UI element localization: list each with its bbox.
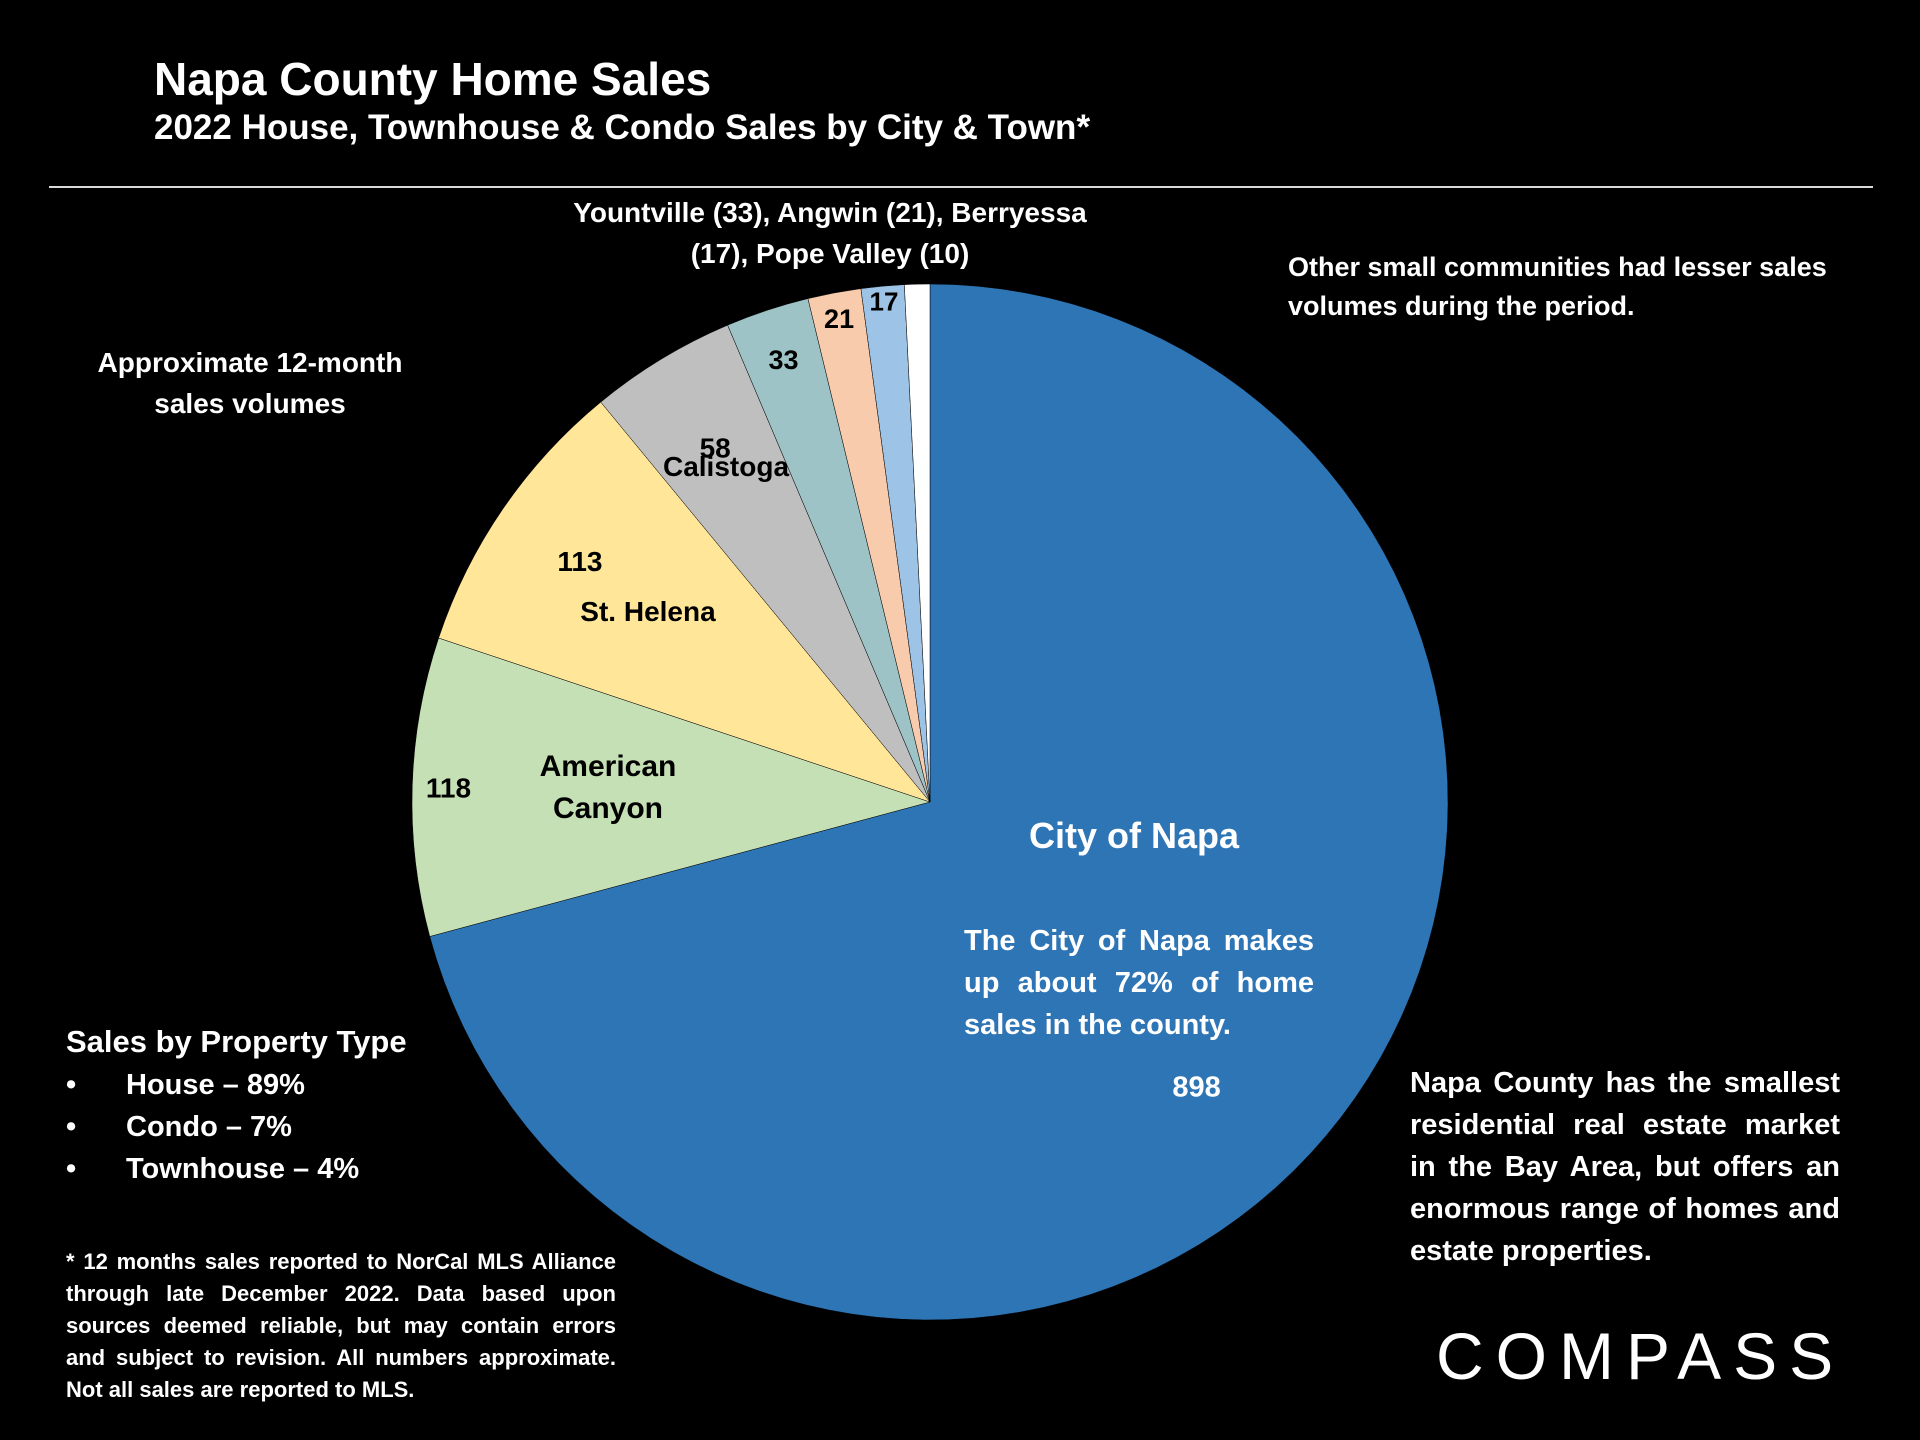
slice-value-label: 898	[1172, 1071, 1220, 1103]
slice-name-label: St. Helena	[580, 596, 716, 627]
page-title: Napa County Home Sales	[154, 53, 712, 105]
other-communities-note: Other small communities had lesser sales…	[1288, 252, 1827, 321]
city-of-napa-description: The City of Napa makes up about 72% of h…	[964, 925, 1314, 1041]
compass-logo: COMPASS	[1436, 1319, 1846, 1393]
slice-value-label: 21	[824, 304, 854, 334]
slice-value-label: 17	[870, 287, 899, 317]
property-type-item: • Condo – 7%	[66, 1106, 407, 1148]
bullet-icon: •	[66, 1111, 77, 1143]
property-type-item: • House – 89%	[66, 1064, 407, 1106]
pie-slice	[438, 401, 931, 803]
property-type-block: Sales by Property Type • House – 89% • Con…	[66, 1020, 407, 1190]
slice-value-label: 33	[768, 345, 798, 375]
sales-volume-note: Approximate 12-month sales volumes	[97, 347, 403, 419]
property-type-label: Townhouse – 4%	[126, 1153, 360, 1185]
title-divider	[49, 186, 1873, 188]
slice-value-label: 118	[426, 772, 471, 803]
property-type-heading: Sales by Property Type	[66, 1024, 407, 1059]
page-subtitle: 2022 House, Townhouse & Condo Sales by C…	[154, 108, 1091, 147]
pie-slice	[904, 283, 931, 803]
bullet-icon: •	[66, 1153, 77, 1185]
slice-value-label: 113	[557, 546, 602, 577]
property-type-label: House – 89%	[126, 1069, 305, 1101]
pie-slice	[429, 283, 1449, 1321]
slice-name-label: Calistoga	[663, 451, 789, 482]
bullet-icon: •	[66, 1069, 77, 1101]
small-towns-note: Yountville (33), Angwin (21), Berryessa …	[573, 197, 1087, 269]
county-market-note: Napa County has the smallest residential…	[1410, 1067, 1840, 1267]
footnote: * 12 months sales reported to NorCal MLS…	[66, 1249, 616, 1402]
slice-value-label: 58	[700, 432, 731, 463]
slice-name-label: American Canyon	[540, 750, 677, 825]
pie-slice	[411, 637, 931, 937]
property-type-item: • Townhouse – 4%	[66, 1148, 407, 1190]
property-type-label: Condo – 7%	[126, 1111, 292, 1143]
slice-name-label: City of Napa	[1029, 815, 1240, 856]
